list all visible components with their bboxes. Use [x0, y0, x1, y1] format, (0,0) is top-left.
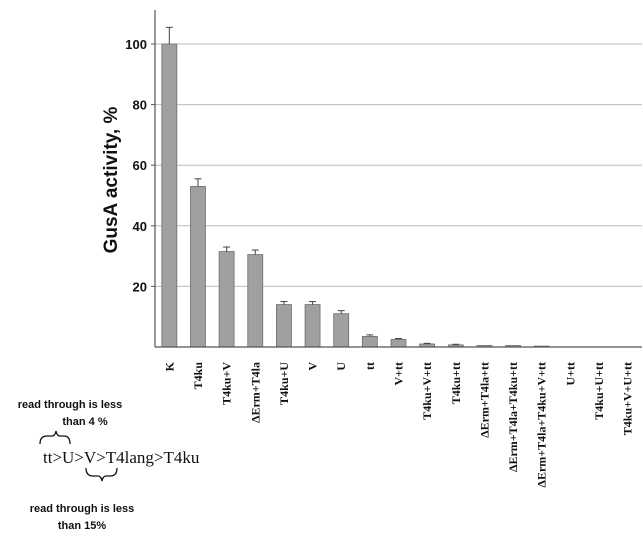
note-bottom-line1: read through is less: [30, 503, 135, 515]
x-tick-label: U+tt: [563, 362, 577, 386]
bar: [333, 313, 350, 348]
brace-top: [39, 430, 71, 445]
x-tick-label: ΔErm+T4la: [248, 362, 262, 423]
bar: [390, 339, 407, 348]
bar: [218, 251, 235, 348]
gridlines: [151, 43, 642, 287]
bar: [361, 335, 378, 348]
axes: [154, 10, 642, 348]
x-tick-label: T4ku: [191, 362, 205, 390]
note-top-line2: than 4 %: [62, 416, 107, 428]
y-tick-label: 40: [133, 219, 147, 234]
x-tick-label: U: [334, 362, 348, 371]
y-tick-label: 20: [133, 279, 147, 294]
bar: [276, 304, 292, 348]
x-tick-label: tt: [363, 362, 377, 370]
y-tick-label: 60: [133, 158, 147, 173]
x-tick-label: V+tt: [392, 362, 406, 386]
x-tick-label: T4ku+U: [277, 362, 291, 405]
y-axis-label: GusA activity, %: [101, 107, 122, 254]
x-tick-label: T4ku+tt: [449, 362, 463, 404]
bars: [161, 26, 550, 348]
brace-bottom: [85, 467, 118, 482]
note-bottom-line2: than 15%: [58, 520, 107, 532]
y-tick-labels: 20 40 60 80 100: [125, 37, 147, 294]
bar: [304, 304, 321, 348]
x-tick-label: ΔErm+T4la+tt: [477, 362, 491, 438]
x-tick-label: V: [306, 362, 320, 371]
bar: [190, 186, 206, 348]
x-tick-label: T4ku+V+U+tt: [621, 362, 635, 435]
x-tick-label: T4ku+V+tt: [420, 362, 434, 420]
x-tick-label: ΔErm+T4la+T4ku+tt: [506, 362, 520, 472]
bar: [247, 254, 264, 348]
x-tick-label: ΔErm+T4la+T4ku+V+tt: [535, 362, 549, 488]
ranking-formula: tt>U>V>T4lang>T4ku: [43, 448, 200, 467]
x-tick-label: K: [162, 361, 176, 371]
y-tick-label: 100: [125, 37, 147, 52]
x-tick-label: T4ku+V: [220, 362, 234, 405]
bar: [161, 43, 178, 348]
note-top-line1: read through is less: [18, 399, 123, 411]
annotation: read through is less than 4 % tt>U>V>T4l…: [18, 399, 200, 532]
x-tick-label: T4ku+U+tt: [592, 362, 606, 420]
y-tick-label: 80: [133, 98, 147, 113]
